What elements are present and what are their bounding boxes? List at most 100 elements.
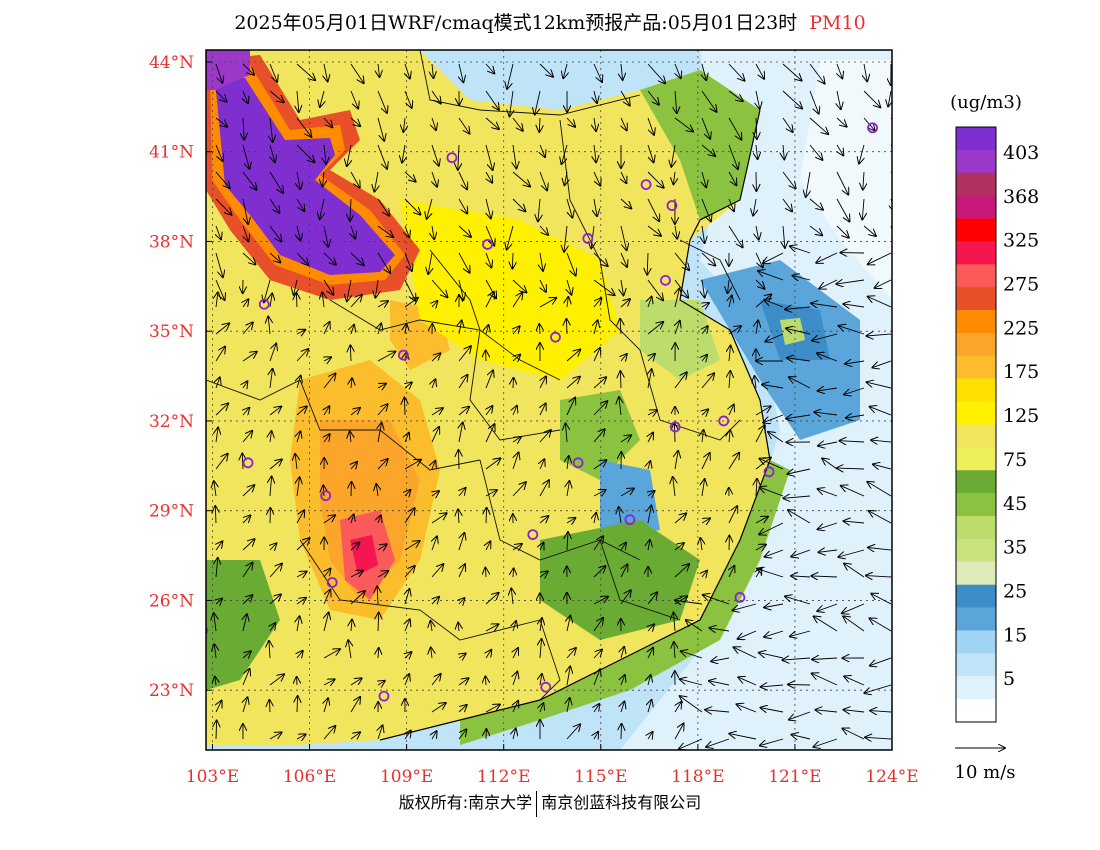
- wind-arrow: [728, 90, 743, 101]
- wind-arrow: [404, 252, 412, 271]
- wind-arrow: [593, 597, 608, 605]
- wind-arrow: [540, 618, 542, 632]
- wind-arrow: [215, 144, 223, 161]
- wind-arrow: [729, 198, 734, 211]
- wind-arrow: [862, 198, 864, 220]
- wind-arrow: [404, 566, 415, 578]
- wind-arrow: [809, 117, 828, 134]
- wind-arrow: [324, 406, 329, 416]
- wind-arrow: [681, 651, 703, 659]
- wind-arrow: [872, 360, 892, 368]
- longitude-labels: 103°E 106°E 109°E 112°E 115°E 118°E 121°E 124°E: [186, 744, 919, 787]
- wind-arrow: [822, 459, 838, 470]
- wind-arrow: [702, 171, 706, 187]
- wind-arrow: [324, 322, 330, 335]
- colorbar-swatch: [956, 676, 996, 700]
- wind-arrow: [350, 295, 362, 308]
- wind-arrow: [539, 63, 553, 77]
- wind-arrow: [701, 144, 715, 156]
- wind-arrow: [811, 576, 838, 577]
- wind-arrow: [836, 280, 865, 284]
- wind-arrow: [702, 63, 706, 80]
- wind-arrow: [351, 378, 352, 389]
- wind-arrow: [593, 669, 600, 686]
- wind-arrow: [674, 252, 689, 270]
- wind-arrow: [242, 485, 254, 497]
- wind-arrow: [351, 482, 352, 497]
- wind-arrow: [671, 144, 675, 167]
- wind-arrow: [647, 198, 659, 221]
- wind-arrow: [486, 252, 491, 268]
- wind-arrow: [485, 90, 499, 110]
- wind-arrow: [566, 377, 580, 389]
- wind-arrow: [738, 677, 757, 686]
- wind-arrow: [791, 549, 811, 557]
- wind-arrow: [377, 225, 393, 237]
- map-frame: [205, 49, 893, 751]
- wind-arrow: [567, 297, 568, 308]
- wind-arrow: [269, 407, 281, 416]
- wind-arrow: [432, 461, 435, 470]
- wind-arrow: [837, 468, 865, 469]
- colorbar-swatch: [956, 561, 996, 585]
- wind-arrow: [813, 738, 838, 747]
- wind-arrow: [432, 597, 439, 604]
- wind-arrow: [242, 352, 257, 362]
- wind-arrow: [675, 600, 703, 604]
- wind-arrow: [295, 454, 297, 470]
- wind-arrow: [593, 171, 600, 186]
- wind-arrow: [512, 482, 526, 497]
- wind-arrow: [793, 276, 811, 280]
- wind-arrow: [377, 301, 388, 307]
- wind-arrow: [789, 711, 811, 720]
- city-marker: [378, 690, 390, 702]
- wind-arrow: [673, 171, 675, 184]
- wind-arrow: [431, 144, 439, 166]
- wind-arrow: [513, 355, 520, 361]
- wind-arrow: [647, 279, 663, 300]
- wind-arrow: [269, 641, 270, 659]
- wind-arrow: [566, 518, 575, 523]
- colorbar-swatch: [956, 516, 996, 540]
- wind-arrow: [486, 198, 491, 218]
- wind-arrow: [459, 598, 465, 604]
- city-marker: [660, 274, 671, 286]
- wind-arrow: [565, 171, 568, 185]
- wind-arrow: [377, 384, 386, 388]
- wind-arrow: [540, 674, 542, 686]
- wind-arrow: [674, 513, 686, 524]
- wind-arrow: [431, 647, 432, 659]
- wind-arrow: [673, 477, 675, 497]
- wind-arrow: [535, 90, 541, 115]
- wind-arrow: [647, 225, 661, 236]
- wind-arrow: [647, 171, 664, 188]
- wind-arrow: [431, 427, 439, 443]
- colorbar-swatch: [956, 332, 996, 357]
- wind-arrow: [320, 198, 324, 219]
- wind-arrow: [806, 171, 810, 197]
- wind-arrow: [620, 488, 634, 497]
- wind-arrow: [620, 225, 627, 250]
- wind-arrow: [593, 63, 602, 82]
- wind-arrow: [728, 63, 745, 81]
- wind-arrow: [513, 621, 516, 632]
- wind-arrow: [702, 571, 707, 577]
- city-marker: [242, 457, 254, 469]
- wind-arrow: [459, 423, 463, 443]
- wind-arrow: [593, 279, 615, 295]
- wind-arrow: [431, 408, 443, 416]
- wind-arrow: [756, 144, 758, 159]
- colorbar-swatch: [956, 401, 996, 425]
- wind-arrow: [459, 450, 460, 470]
- wind-arrow: [297, 477, 300, 497]
- wind-arrow: [811, 303, 838, 307]
- wind-arrow: [215, 403, 228, 416]
- wind-arrow: [680, 679, 703, 686]
- wind-arrow: [402, 144, 405, 163]
- wind-arrow: [702, 279, 705, 297]
- wind-arrow: [350, 171, 360, 188]
- colorbar-label: 75: [1003, 449, 1027, 471]
- wind-arrow: [242, 431, 252, 443]
- wind-arrow: [870, 618, 892, 632]
- wind-arrow: [459, 63, 463, 82]
